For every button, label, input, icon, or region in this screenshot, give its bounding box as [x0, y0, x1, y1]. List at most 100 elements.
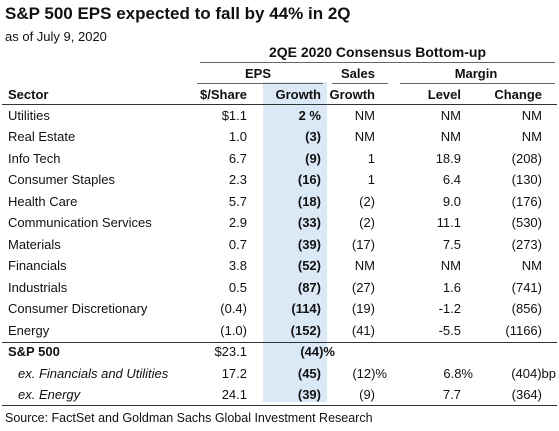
- eps-per-share: 0.7: [228, 236, 247, 252]
- eps-per-share: 1.0: [228, 129, 247, 144]
- table-row: Financials 3.8 (52) NM NM NM: [0, 255, 559, 277]
- eps-growth: (39): [297, 236, 321, 252]
- group-header-sales: Sales: [341, 66, 375, 81]
- sector-name: Info Tech: [8, 150, 61, 166]
- column-header-margin-level: Level: [427, 87, 461, 102]
- margin-level: NM: [440, 129, 461, 144]
- column-header-per-share: $/Share: [200, 87, 247, 102]
- margin-change: (856): [511, 301, 542, 316]
- eps-growth: (18): [297, 193, 321, 209]
- eps-per-share: 5.7: [228, 193, 247, 209]
- column-header-eps-growth: Growth: [275, 87, 322, 102]
- source-note: Source: FactSet and Goldman Sachs Global…: [5, 411, 373, 425]
- table-row: Industrials 0.5 (87) (27) 1.6 (741): [0, 277, 559, 299]
- eps-growth: (9): [305, 150, 321, 166]
- footer-divider: [2, 405, 557, 406]
- sales-growth: NM: [354, 129, 375, 144]
- margin-level: 1.6: [442, 279, 461, 295]
- margin-change: (273): [511, 236, 542, 252]
- margin-change: (208): [511, 150, 542, 166]
- sector-name: Utilities: [8, 107, 50, 123]
- margin-level: 6.8%: [443, 365, 473, 381]
- sales-group-underline: [332, 83, 388, 84]
- eps-growth: (16): [297, 172, 321, 187]
- eps-growth: (87): [297, 279, 321, 295]
- margin-change: (130): [511, 172, 542, 187]
- table-row: Health Care 5.7 (18) (2) 9.0 (176): [0, 191, 559, 213]
- sales-growth: (17): [351, 236, 375, 252]
- eps-group-underline: [197, 83, 323, 84]
- eps-per-share: 24.1: [221, 387, 247, 402]
- eps-growth: (45): [297, 365, 321, 381]
- sales-growth: 1: [367, 150, 375, 166]
- group-header-margin: Margin: [454, 66, 498, 81]
- eps-per-share: $1.1: [221, 107, 247, 123]
- table-row: Info Tech 6.7 (9) 1 18.9 (208): [0, 148, 559, 170]
- table-row: Consumer Staples 2.3 (16) 1 6.4 (130): [0, 169, 559, 191]
- eps-per-share: $23.1: [214, 344, 247, 359]
- margin-change: (176): [511, 193, 542, 209]
- margin-level: 11.1: [436, 215, 461, 230]
- margin-level: 7.5: [442, 236, 461, 252]
- sector-name: Industrials: [8, 279, 68, 295]
- margin-change: (404)bp: [511, 365, 556, 381]
- sector-name: Financials: [8, 258, 67, 273]
- table-row: Materials 0.7 (39) (17) 7.5 (273): [0, 234, 559, 256]
- table-row: Communication Services 2.9 (33) (2) 11.1…: [0, 212, 559, 234]
- eps-growth: (39): [297, 387, 321, 402]
- sector-name: Consumer Discretionary: [8, 301, 148, 316]
- eps-growth: (52): [297, 258, 321, 273]
- sales-growth: (2): [359, 215, 375, 230]
- eps-per-share: 6.7: [228, 150, 247, 166]
- eps-growth-highlight: [263, 82, 327, 402]
- table-row: Consumer Discretionary (0.4) (114) (19) …: [0, 298, 559, 320]
- summary-row-ex-energy: ex. Energy 24.1 (39) (9) 7.7 (364): [0, 384, 559, 406]
- sales-growth: NM: [354, 258, 375, 273]
- margin-level: 7.7: [442, 387, 461, 402]
- sales-growth: (19): [351, 301, 375, 316]
- margin-level: -1.2: [438, 301, 461, 316]
- margin-level: 6.4: [442, 172, 461, 187]
- column-header-sector: Sector: [8, 87, 49, 102]
- eps-growth: (44)%: [300, 344, 335, 359]
- summary-divider: [2, 342, 557, 343]
- margin-change: NM: [521, 129, 542, 144]
- table-row: Utilities $1.1 2 % NM NM NM: [0, 105, 559, 127]
- column-header-margin-change: Change: [494, 87, 542, 102]
- margin-change: NM: [521, 107, 542, 123]
- eps-growth: (152): [290, 322, 321, 338]
- eps-per-share: (1.0): [220, 322, 247, 338]
- eps-growth: (3): [305, 129, 321, 144]
- eps-growth: (33): [297, 215, 321, 230]
- column-header-sales-growth: Growth: [329, 87, 376, 102]
- eps-growth: 2 %: [298, 107, 321, 123]
- summary-name: S&P 500: [8, 344, 60, 359]
- margin-change: (364): [511, 387, 542, 402]
- margin-level: 9.0: [442, 193, 461, 209]
- margin-level: NM: [440, 107, 461, 123]
- eps-per-share: 2.3: [228, 172, 247, 187]
- sector-name: Energy: [8, 322, 50, 338]
- eps-per-share: 3.8: [228, 258, 247, 273]
- sales-growth: (27): [351, 279, 375, 295]
- eps-per-share: 2.9: [228, 215, 247, 230]
- header-divider: [2, 104, 557, 105]
- table-title: 2QE 2020 Consensus Bottom-up: [268, 44, 487, 60]
- sales-growth: (41): [351, 322, 375, 338]
- margin-change: (741): [511, 279, 542, 295]
- sales-growth: NM: [354, 107, 375, 123]
- sales-growth: (12)%: [352, 365, 387, 381]
- sector-name: Communication Services: [8, 215, 152, 230]
- sector-name: Materials: [8, 236, 61, 252]
- margin-change: (530): [511, 215, 542, 230]
- table-title-underline: [200, 62, 555, 63]
- eps-growth: (114): [291, 301, 321, 316]
- as-of-date: as of July 9, 2020: [5, 29, 107, 44]
- table-row: Energy (1.0) (152) (41) -5.5 (1166): [0, 320, 559, 342]
- page-title: S&P 500 EPS expected to fall by 44% in 2…: [5, 4, 351, 23]
- sales-growth: (9): [359, 387, 375, 402]
- eps-per-share: 0.5: [228, 279, 247, 295]
- summary-name: ex. Energy: [18, 387, 81, 402]
- eps-per-share: 17.2: [221, 365, 247, 381]
- group-header-eps: EPS: [244, 66, 271, 81]
